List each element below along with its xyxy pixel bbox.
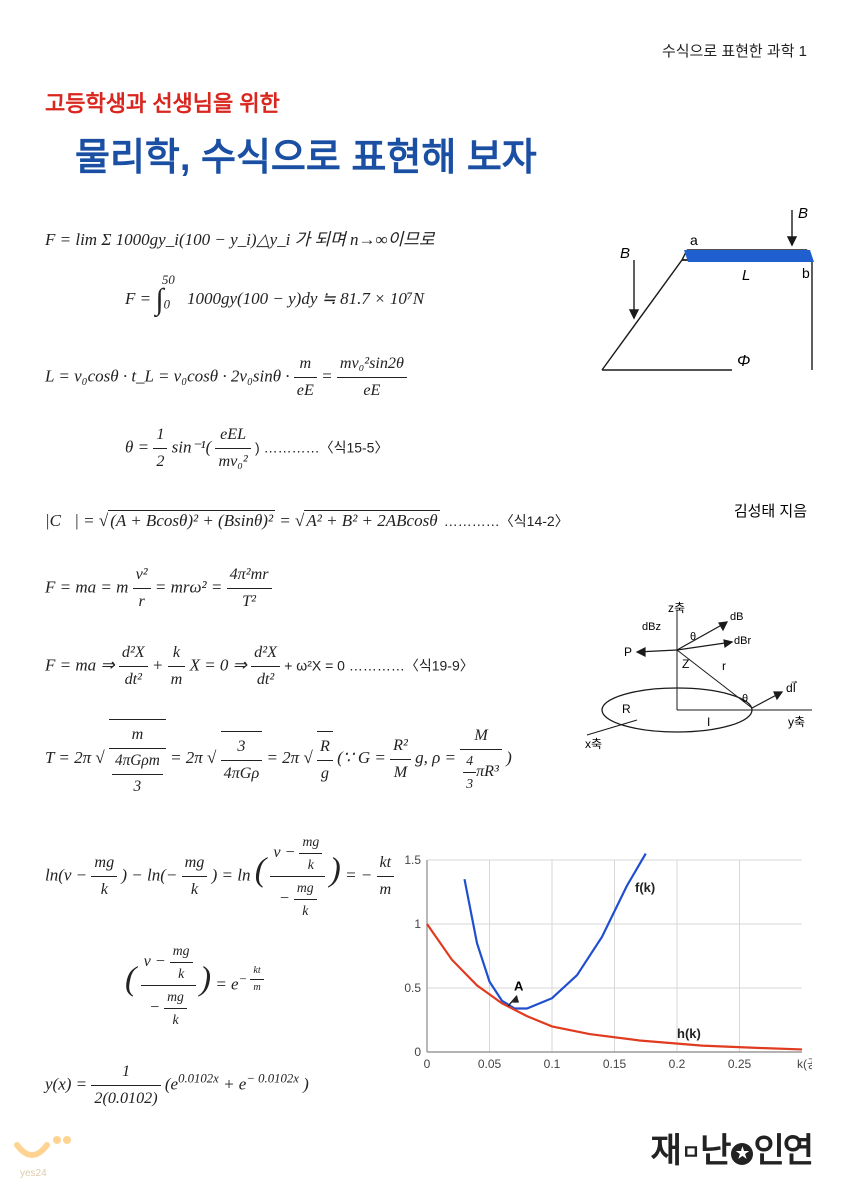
diagram-inclined-plane: B B a b L L Φ: [592, 200, 822, 410]
svg-text:A: A: [514, 979, 524, 994]
svg-text:yes24: yes24: [20, 1168, 47, 1179]
watermark-icon: yes24: [12, 1130, 72, 1180]
svg-text:0.1: 0.1: [544, 1057, 561, 1071]
svg-text:B: B: [798, 205, 808, 222]
svg-text:0.05: 0.05: [478, 1057, 502, 1071]
svg-text:dBz: dBz: [642, 621, 661, 633]
svg-text:dl⃗: dl⃗: [786, 680, 797, 695]
formula-4: |C⃗| = √(A + Bcosθ)² + (Bsinθ)² = √A² + …: [45, 507, 807, 534]
svg-text:θ: θ: [742, 693, 748, 705]
svg-text:x축: x축: [585, 737, 602, 751]
formula-3: θ = 12 sin⁻¹( eELmv₀² ) …………〈식15-5〉: [125, 422, 807, 475]
svg-text:z축: z축: [668, 601, 685, 615]
svg-text:0: 0: [414, 1045, 421, 1059]
svg-text:1.5: 1.5: [404, 853, 421, 867]
svg-text:0.15: 0.15: [603, 1057, 627, 1071]
main-title: 물리학, 수식으로 표현해 보자: [75, 126, 807, 181]
svg-text:L: L: [742, 267, 750, 284]
publisher-logo: 재ㅁ난★인연: [650, 1123, 812, 1172]
chart-fk-hk: 0 0.5 1 1.5 0 0.05 0.1 0.15 0.2 0.25 f(k) h(k) Ak(공기…: [392, 850, 812, 1080]
svg-text:a: a: [690, 232, 698, 248]
series-label: 수식으로 표현한 과학 1: [45, 40, 807, 61]
svg-text:k(공기저항계수): k(공기저항계수): [797, 1057, 812, 1071]
diagram1-bar: [684, 250, 814, 262]
svg-text:dB: dB: [730, 611, 743, 623]
svg-text:Z: Z: [682, 657, 689, 671]
svg-text:I: I: [707, 715, 710, 729]
subtitle: 고등학생과 선생님을 위한: [45, 86, 807, 118]
svg-text:B: B: [620, 245, 630, 262]
svg-text:Φ: Φ: [737, 353, 750, 370]
author: 김성태 지음: [734, 500, 807, 521]
svg-text:0.25: 0.25: [728, 1057, 752, 1071]
svg-text:θ: θ: [690, 631, 696, 643]
svg-text:f(k): f(k): [635, 880, 655, 895]
svg-text:dBr: dBr: [734, 635, 751, 647]
svg-text:y축: y축: [788, 715, 805, 729]
svg-text:P: P: [624, 645, 632, 659]
svg-text:1: 1: [414, 917, 421, 931]
svg-text:0.2: 0.2: [669, 1057, 686, 1071]
svg-text:R: R: [622, 702, 631, 716]
svg-text:0.5: 0.5: [404, 981, 421, 995]
svg-text:h(k): h(k): [677, 1026, 701, 1041]
svg-text:0: 0: [424, 1057, 431, 1071]
svg-text:r: r: [722, 659, 726, 673]
diagram-ring-field: z축 dBz dB dBr P Z r R x축 y축 I dl⃗ θ θ: [582, 600, 822, 760]
svg-text:b: b: [802, 265, 810, 281]
formula-1a-text: F = lim Σ 1000gy_i(100 − y_i)△y_i 가 되며 n…: [45, 230, 435, 249]
